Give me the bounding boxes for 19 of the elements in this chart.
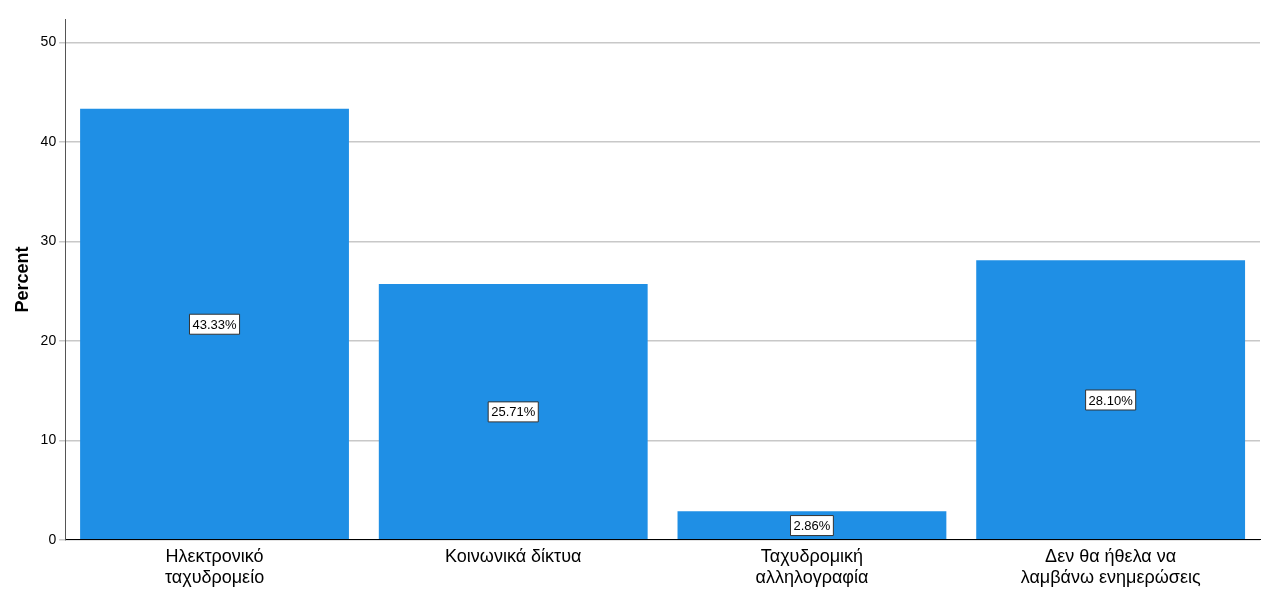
bar xyxy=(378,283,648,540)
bar xyxy=(976,260,1246,540)
data-label: 25.71% xyxy=(491,404,536,420)
y-tick-label: 40 xyxy=(40,132,57,149)
x-tick-label: Ηλεκτρονικό ταχυδρομείο xyxy=(164,545,265,588)
data-label: 28.10% xyxy=(1088,392,1134,408)
y-tick-label: 30 xyxy=(40,232,57,249)
x-tick-label: Δεν θα ήθελα να λαμβάνω ενημερώσεις xyxy=(1020,545,1201,588)
y-tick-label: 0 xyxy=(48,530,57,547)
bar xyxy=(80,108,349,540)
y-tick-label: 20 xyxy=(40,331,57,348)
x-tick-label: Ταχυδρομική αλληλογραφία xyxy=(755,545,869,588)
y-tick-label: 10 xyxy=(40,431,57,448)
data-label: 43.33% xyxy=(192,316,238,332)
y-tick-label: 50 xyxy=(40,33,57,50)
y-axis-title: Percent xyxy=(11,246,32,313)
x-tick-label: Κοινωνικά δίκτυα xyxy=(445,545,582,566)
data-label: 2.86% xyxy=(793,518,831,534)
bar xyxy=(677,511,947,540)
